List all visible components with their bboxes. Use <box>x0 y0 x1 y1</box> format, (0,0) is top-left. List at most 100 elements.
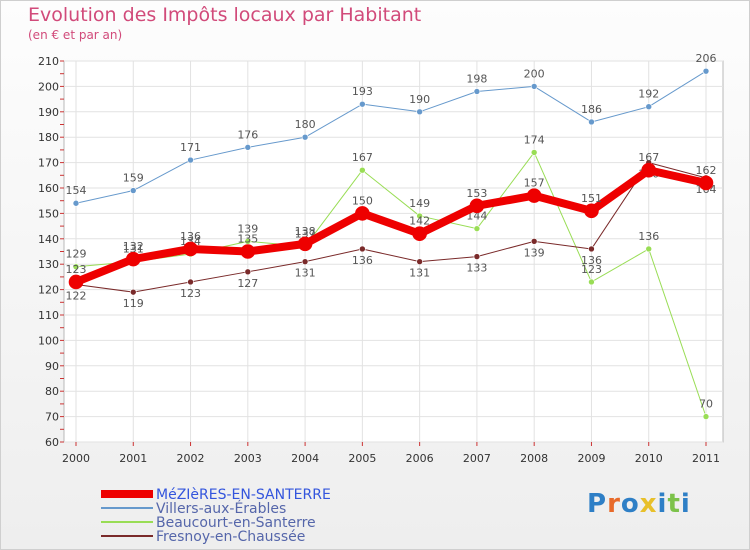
data-point <box>187 278 194 286</box>
data-label: 206 <box>696 52 717 65</box>
data-label: 154 <box>66 184 87 197</box>
data-label: 157 <box>524 177 545 190</box>
legend-label: Fresnoy-en-Chaussée <box>156 529 305 545</box>
data-label: 119 <box>123 297 144 310</box>
data-point <box>698 175 714 191</box>
data-point <box>526 188 542 203</box>
data-label: 138 <box>295 225 316 238</box>
data-label: 136 <box>638 230 659 243</box>
y-tick-label: 190 <box>38 106 59 119</box>
data-label: 149 <box>409 197 430 210</box>
data-label: 198 <box>466 72 487 85</box>
data-label: 171 <box>180 141 201 154</box>
proxiti-logo: Proxiti <box>587 489 691 519</box>
data-point <box>645 245 653 253</box>
data-label: 136 <box>180 230 201 243</box>
y-tick-label: 70 <box>45 411 59 424</box>
data-point <box>301 258 309 265</box>
data-label: 186 <box>581 103 602 116</box>
data-label: 131 <box>409 267 430 280</box>
logo-letter: P <box>587 489 608 519</box>
legend-swatch <box>101 535 153 537</box>
data-point <box>68 274 84 290</box>
data-label: 192 <box>638 88 659 101</box>
series-m-zi-res-en-santerre: 123 132 136 135 138 150 142 153 157 151 167 162 <box>66 151 717 290</box>
logo-letter: t <box>667 489 681 519</box>
data-label: 150 <box>352 194 373 207</box>
y-tick-label: 160 <box>38 182 59 195</box>
data-label: 123 <box>180 287 201 300</box>
data-label: 133 <box>466 262 487 275</box>
data-label: 159 <box>123 172 144 185</box>
data-label: 70 <box>699 398 713 411</box>
data-label: 162 <box>696 164 717 177</box>
data-label: 122 <box>66 290 87 303</box>
data-label: 131 <box>123 243 144 256</box>
chart-subtitle: (en € et par an) <box>28 28 123 42</box>
y-tick-label: 120 <box>38 284 59 297</box>
y-tick-label: 180 <box>38 131 59 144</box>
data-label: 200 <box>524 67 545 80</box>
data-point <box>359 100 366 108</box>
x-tick-label: 2007 <box>463 452 491 465</box>
y-tick-label: 130 <box>38 258 59 271</box>
y-tick-label: 100 <box>38 334 59 347</box>
logo-letter: i <box>680 489 691 519</box>
data-point <box>72 263 80 271</box>
data-point <box>187 156 194 164</box>
data-label: 144 <box>466 210 487 223</box>
data-label: 167 <box>638 151 659 164</box>
data-point <box>359 166 366 174</box>
series-line <box>74 166 707 286</box>
x-tick-label: 2003 <box>234 452 262 465</box>
data-label: 123 <box>581 263 602 276</box>
data-label: 190 <box>409 93 430 106</box>
data-point <box>416 258 423 265</box>
data-label: 139 <box>524 246 545 259</box>
data-label: 176 <box>237 128 258 141</box>
x-tick-label: 2005 <box>348 452 376 465</box>
data-point <box>702 67 710 75</box>
x-tick-label: 2009 <box>577 452 605 465</box>
data-point <box>645 103 653 111</box>
data-point <box>473 88 481 95</box>
series-line <box>75 70 707 204</box>
series-line <box>75 151 707 417</box>
data-point <box>412 226 427 242</box>
data-label: 193 <box>352 85 373 98</box>
data-point <box>359 245 366 253</box>
data-point <box>297 236 313 252</box>
data-point <box>530 83 538 90</box>
data-point <box>416 212 423 220</box>
data-point <box>240 244 256 259</box>
legend-label: Beaucourt-en-Santerre <box>156 515 316 531</box>
x-tick-label: 2002 <box>177 452 205 465</box>
data-point <box>183 241 198 257</box>
y-tick-label: 90 <box>45 360 59 373</box>
data-label: 174 <box>524 133 545 146</box>
legend-swatch <box>101 521 153 523</box>
data-point <box>301 133 309 141</box>
y-tick-label: 60 <box>45 436 59 449</box>
logo-letter: x <box>639 489 658 519</box>
data-label: 180 <box>295 118 316 131</box>
data-label: 123 <box>66 263 87 276</box>
legend-label: MéZIèRES-EN-SANTERRE <box>156 487 331 503</box>
data-point <box>72 199 80 207</box>
data-label: 139 <box>237 222 258 235</box>
x-tick-label: 2000 <box>62 452 90 465</box>
chart-title: Evolution des Impôts locaux par Habitant <box>28 4 422 26</box>
series-line <box>75 162 707 293</box>
data-point <box>588 245 595 253</box>
data-label: 142 <box>409 215 430 228</box>
data-point <box>355 206 370 221</box>
x-tick-label: 2006 <box>406 452 434 465</box>
data-point <box>588 278 595 286</box>
data-point <box>416 108 423 116</box>
logo-letter: i <box>657 489 668 519</box>
y-tick-label: 110 <box>38 309 59 322</box>
y-tick-label: 200 <box>38 80 59 93</box>
